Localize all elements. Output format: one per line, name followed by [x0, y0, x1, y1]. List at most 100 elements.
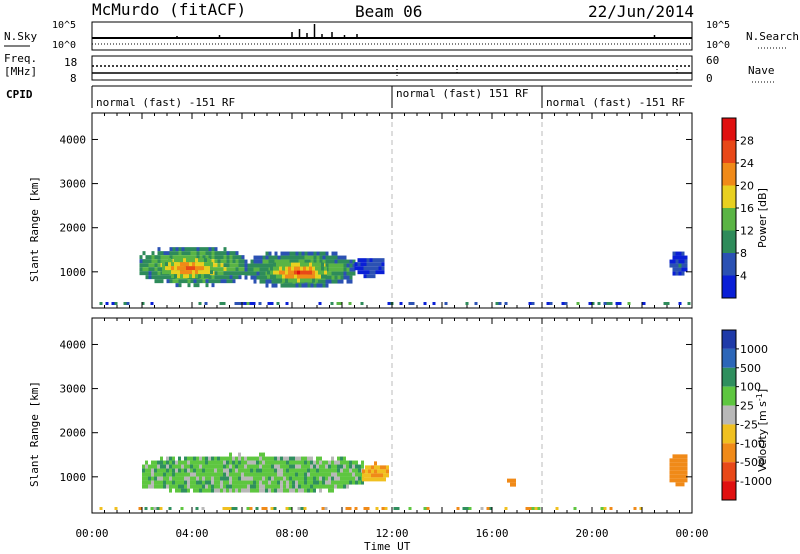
velocity-cell: [270, 507, 274, 510]
velocity-cell: [199, 484, 202, 489]
velocity-cell: [226, 476, 229, 481]
velocity-cell: [277, 472, 280, 477]
velocity-y-tick-label: 1000: [60, 471, 87, 484]
velocity-cell: [166, 464, 169, 469]
power-cell: [280, 251, 284, 256]
power-cell: [343, 255, 347, 260]
velocity-cell: [208, 476, 211, 481]
velocity-cell: [277, 480, 280, 485]
velocity-cell: [180, 507, 184, 510]
velocity-cell: [253, 488, 256, 493]
power-cell: [291, 274, 294, 279]
power-cell: [184, 251, 188, 256]
velocity-cell: [319, 484, 322, 489]
velocity-cell: [193, 456, 196, 461]
velocity-cell: [325, 468, 328, 473]
velocity-cell: [157, 484, 160, 489]
power-cell: [229, 259, 233, 264]
power-y-tick-label: 4000: [60, 133, 87, 146]
velocity-cell: [157, 460, 160, 465]
power-cell: [141, 302, 145, 305]
velocity-cell: [223, 456, 226, 461]
velocity-cell: [169, 484, 172, 489]
velocity-cell: [199, 456, 202, 461]
power-cell: [180, 262, 183, 267]
power-cell: [186, 262, 189, 267]
velocity-cell: [175, 484, 178, 489]
velocity-cell: [289, 464, 292, 469]
power-cell: [162, 270, 165, 275]
velocity-cell: [193, 480, 196, 485]
velocity-cell: [205, 480, 208, 485]
power-cell: [273, 262, 276, 267]
velocity-cell: [229, 472, 232, 477]
power-cell: [214, 247, 218, 252]
power-cell: [169, 251, 173, 256]
velocity-cell: [241, 472, 244, 477]
velocity-cell: [377, 477, 380, 482]
power-cell: [352, 267, 356, 272]
velocity-cell: [334, 460, 337, 465]
power-cell: [328, 267, 332, 272]
velocity-cell: [160, 480, 163, 485]
power-cell: [198, 258, 201, 263]
power-cell: [241, 259, 245, 264]
power-cell: [372, 274, 376, 279]
power-cell: [274, 251, 278, 256]
velocity-cell: [340, 480, 343, 485]
velocity-cell: [166, 468, 169, 473]
power-cell: [277, 259, 281, 264]
velocity-cell: [274, 460, 277, 465]
power-cell: [381, 258, 385, 263]
power-cell: [340, 267, 344, 272]
power-cell: [232, 271, 236, 276]
velocity-cell: [217, 468, 220, 473]
cpid-panel: CPID normal (fast) -151 RF normal (fast)…: [6, 85, 692, 109]
power-cell: [177, 258, 180, 263]
power-cell: [126, 302, 130, 305]
power-cell: [210, 266, 213, 271]
power-cell: [331, 255, 335, 260]
velocity-cell: [292, 456, 295, 461]
power-cell: [180, 266, 183, 271]
velocity-cell: [313, 472, 316, 477]
power-cell: [279, 262, 282, 267]
power-cell: [276, 274, 279, 279]
power-cell: [297, 262, 300, 267]
velocity-cell: [331, 484, 334, 489]
velocity-cell: [462, 507, 466, 510]
power-cell: [195, 262, 198, 267]
power-cell: [229, 271, 233, 276]
velocity-cell: [408, 507, 412, 510]
velocity-cell: [346, 480, 349, 485]
velocity-y-tick-label: 4000: [60, 338, 87, 351]
power-cell: [196, 279, 200, 284]
velocity-cell: [681, 458, 685, 463]
velocity-cell: [286, 484, 289, 489]
power-cell: [178, 251, 182, 256]
velocity-cell: [322, 460, 325, 465]
velocity-cell: [322, 472, 325, 477]
power-cell: [561, 302, 565, 305]
power-cell: [322, 251, 326, 256]
velocity-cell: [178, 488, 181, 493]
velocity-cell: [163, 484, 166, 489]
velocity-cell: [319, 456, 322, 461]
velocity-cell: [383, 469, 386, 474]
velocity-cell: [331, 472, 334, 477]
velocity-cell: [340, 476, 343, 481]
power-cell: [244, 263, 248, 268]
velocity-cell: [675, 482, 679, 487]
velocity-cell: [277, 488, 280, 493]
power-cell: [669, 259, 673, 264]
velocity-cell: [199, 460, 202, 465]
power-cell: [372, 262, 376, 267]
power-cell: [214, 263, 218, 268]
power-y-tick-label: 1000: [60, 266, 87, 279]
velocity-cell: [181, 488, 184, 493]
velocity-cell: [175, 464, 178, 469]
power-cell: [334, 259, 338, 264]
velocity-cell: [190, 456, 193, 461]
velocity-cell: [196, 468, 199, 473]
velocity-cell: [684, 454, 688, 459]
